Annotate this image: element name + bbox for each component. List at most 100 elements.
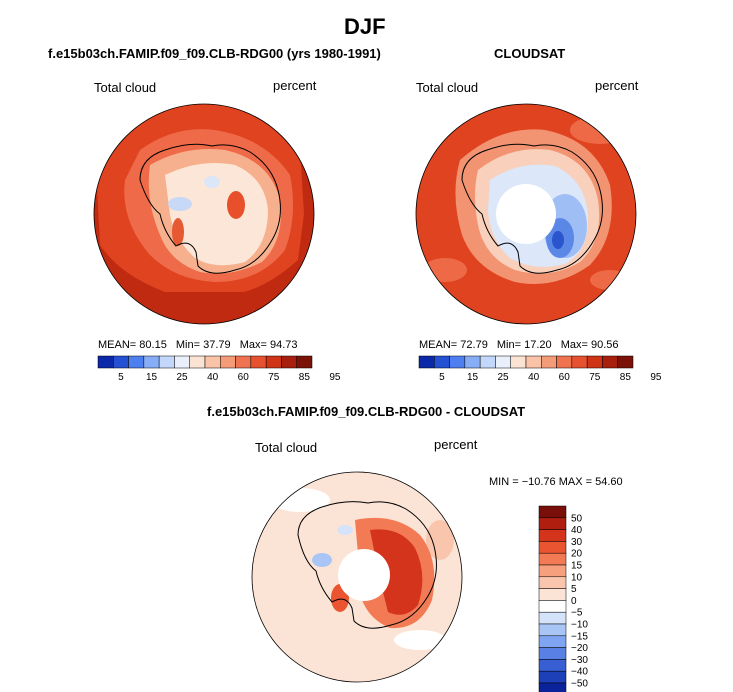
diff-colorbar-swatch xyxy=(538,576,567,589)
obs-colorbar-swatch xyxy=(571,355,588,369)
obs-colorbar-tick-label: 60 xyxy=(559,372,571,383)
obs-colorbar-tick-label: 5 xyxy=(439,372,445,383)
model-max-value: 94.73 xyxy=(269,339,298,351)
model-colorbar-swatch xyxy=(158,355,175,369)
model-min-label: Min= xyxy=(175,339,201,351)
diff-colorbar-swatch xyxy=(538,670,567,684)
main-title: DJF xyxy=(344,14,386,39)
model-antarctica-coastline xyxy=(139,143,281,274)
diff-colorbar-tick-label: −5 xyxy=(571,608,583,619)
diff-colorbar-swatch xyxy=(538,647,567,660)
obs-colorbar-swatch xyxy=(541,355,557,369)
model-min-value: 37.79 xyxy=(203,339,231,351)
model-colorbar-swatch xyxy=(250,355,267,369)
model-mean-value: 80.15 xyxy=(139,339,167,351)
model-colorbar-swatch xyxy=(235,355,252,369)
obs-colorbar-swatch xyxy=(525,355,542,369)
model-colorbar-tick-label: 95 xyxy=(329,372,341,383)
model-stats: MEAN= 80.15 Min= 37.79 Max= 94.73 xyxy=(98,339,298,351)
obs-panel-title: CLOUDSAT xyxy=(494,46,566,61)
diff-colorbar-swatch xyxy=(538,682,567,692)
obs-colorbar-tick-label: 85 xyxy=(620,372,632,383)
model-colorbar-tick-label: 15 xyxy=(146,372,158,383)
obs-mean-label: MEAN= xyxy=(419,339,458,351)
obs-minimum xyxy=(552,231,564,249)
obs-mean-value: 72.79 xyxy=(460,339,488,351)
diff-map xyxy=(252,472,462,682)
obs-units-label: percent xyxy=(595,78,639,93)
diff-colorbar-swatch xyxy=(538,635,567,648)
diff-colorbar-swatch xyxy=(538,659,567,672)
model-variable-label: Total cloud xyxy=(94,80,157,95)
obs-max-value: 90.56 xyxy=(590,339,619,351)
diff-blue-patch xyxy=(312,553,332,567)
model-colorbar-swatch xyxy=(189,355,206,369)
diff-colorbar-swatch xyxy=(538,552,567,566)
model-red-patch xyxy=(227,191,245,219)
model-colorbar-swatch xyxy=(128,355,145,369)
model-colorbar-swatch xyxy=(97,355,114,369)
model-colorbar-tick-label: 85 xyxy=(299,372,311,383)
diff-blue-patch-2 xyxy=(337,525,353,535)
diff-light-red-patch xyxy=(426,520,454,560)
model-colorbar-tick-label: 40 xyxy=(207,372,219,383)
obs-pole-hole xyxy=(496,184,556,244)
obs-light-patch-2 xyxy=(423,258,467,282)
obs-colorbar-swatch xyxy=(510,355,527,369)
model-colorbar-swatch xyxy=(220,355,236,369)
obs-colorbar-swatch xyxy=(464,355,481,369)
model-blue-patch xyxy=(168,197,192,211)
diff-colorbar-tick-label: 10 xyxy=(571,572,583,583)
obs-colorbar-swatch xyxy=(617,355,634,369)
diff-colorbar-swatch xyxy=(538,611,567,625)
obs-map xyxy=(416,104,636,324)
diff-colorbar-tick-label: 15 xyxy=(571,561,583,572)
model-map-outline xyxy=(93,103,315,325)
obs-max-label: Max= xyxy=(560,339,588,351)
diff-colorbar-tick-label: 40 xyxy=(571,525,583,536)
diff-map-outline xyxy=(251,471,463,683)
obs-colorbar-tick-label: 95 xyxy=(650,372,662,383)
model-colorbar-swatch xyxy=(204,355,221,369)
diff-units-label: percent xyxy=(434,437,478,452)
model-map xyxy=(94,104,314,324)
diff-colorbar-tick-label: −10 xyxy=(571,620,588,631)
obs-map-outline xyxy=(415,103,637,325)
diff-minmax: MIN = −10.76 MAX = 54.60 xyxy=(489,476,623,488)
diff-colorbar-tick-label: −20 xyxy=(571,643,588,654)
model-colorbar-swatch xyxy=(174,355,190,369)
obs-variable-label: Total cloud xyxy=(416,80,479,95)
diff-colorbar-swatch xyxy=(538,517,567,530)
diff-colorbar-tick-label: 20 xyxy=(571,549,583,560)
obs-colorbar-swatch xyxy=(586,355,603,369)
obs-light-patch-3 xyxy=(590,270,630,290)
model-colorbar-tick-label: 60 xyxy=(238,372,250,383)
diff-variable-label: Total cloud xyxy=(255,440,318,455)
model-colorbar-swatch xyxy=(265,355,282,369)
diff-colorbar-swatch xyxy=(538,564,567,578)
obs-antarctica-coastline xyxy=(461,143,603,274)
model-interior xyxy=(165,162,268,266)
model-mean-label: MEAN= xyxy=(98,339,137,351)
diff-colorbar-tick-label: −40 xyxy=(571,667,588,678)
diff-colorbar-swatch xyxy=(538,529,567,542)
model-colorbar: 5 15 25 40 60 75 85 95 xyxy=(97,355,341,383)
diff-colorbar-swatch xyxy=(538,505,567,519)
diff-antarctica-coastline xyxy=(297,501,437,629)
diff-colorbar-tick-label: −50 xyxy=(571,679,588,690)
diff-colorbar-swatch xyxy=(538,588,567,601)
model-colorbar-swatch xyxy=(143,355,160,369)
obs-colorbar-swatch xyxy=(434,355,450,369)
obs-stats: MEAN= 72.79 Min= 17.20 Max= 90.56 xyxy=(419,339,619,351)
model-colorbar-swatch xyxy=(296,355,313,369)
obs-colorbar-tick-label: 25 xyxy=(498,372,510,383)
diff-colorbar-swatch xyxy=(538,623,567,637)
diff-colorbar-tick-label: 50 xyxy=(571,513,583,524)
model-units-label: percent xyxy=(273,78,317,93)
obs-colorbar-swatch xyxy=(479,355,496,369)
diff-colorbar-swatch xyxy=(538,600,567,613)
diff-colorbar-tick-label: 5 xyxy=(571,584,577,595)
model-max-label: Max= xyxy=(239,339,267,351)
model-red-patch-2 xyxy=(172,218,184,246)
obs-colorbar-swatch xyxy=(556,355,573,369)
